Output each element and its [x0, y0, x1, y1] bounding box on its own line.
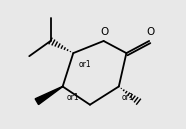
- Text: O: O: [100, 27, 108, 37]
- Text: or1: or1: [122, 93, 134, 102]
- Text: or1: or1: [66, 93, 79, 102]
- Text: or1: or1: [78, 60, 91, 69]
- Text: O: O: [147, 27, 155, 37]
- Polygon shape: [35, 86, 63, 105]
